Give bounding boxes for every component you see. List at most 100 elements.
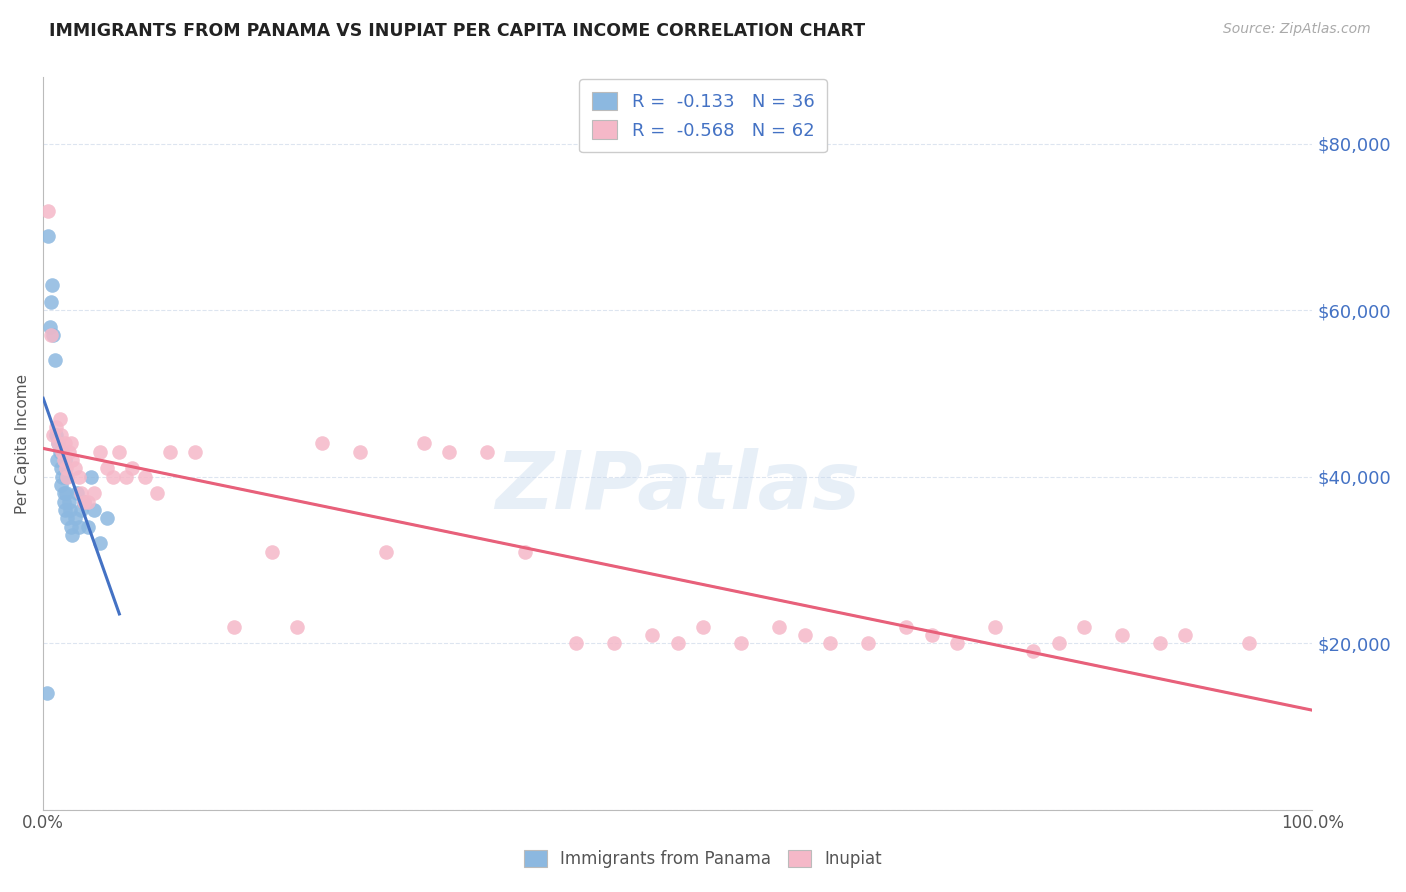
Point [35, 686, 58, 700]
Point [70, 486, 93, 500]
Point [603, 636, 626, 650]
Point [37, 203, 59, 218]
Point [49, 428, 72, 442]
Point [41, 278, 63, 293]
Point [53, 453, 76, 467]
Point [83, 503, 105, 517]
Legend: Immigrants from Panama, Inupiat: Immigrants from Panama, Inupiat [517, 843, 889, 875]
Point [53, 503, 76, 517]
Point [53, 436, 76, 450]
Point [565, 636, 588, 650]
Point [44, 353, 66, 368]
Point [45, 428, 67, 442]
Point [311, 436, 333, 450]
Point [515, 544, 537, 558]
Point [49, 478, 72, 492]
Point [42, 428, 65, 442]
Point [1022, 644, 1045, 658]
Point [58, 494, 80, 508]
Point [856, 636, 879, 650]
Point [51, 469, 73, 483]
Text: Source: ZipAtlas.com: Source: ZipAtlas.com [1223, 22, 1371, 37]
Point [768, 619, 790, 633]
Point [108, 445, 131, 459]
Point [477, 445, 499, 459]
Y-axis label: Per Capita Income: Per Capita Income [15, 374, 30, 514]
Legend: R =  -0.133   N = 36, R =  -0.568   N = 62: R = -0.133 N = 36, R = -0.568 N = 62 [579, 79, 827, 153]
Point [793, 628, 815, 642]
Point [641, 628, 664, 642]
Point [56, 511, 79, 525]
Point [1047, 636, 1070, 650]
Point [1237, 636, 1260, 650]
Point [48, 436, 70, 450]
Point [285, 619, 308, 633]
Point [55, 461, 77, 475]
Point [896, 619, 918, 633]
Point [63, 461, 86, 475]
Point [1073, 619, 1095, 633]
Point [439, 445, 461, 459]
Point [51, 445, 73, 459]
Point [60, 453, 83, 467]
Point [349, 445, 371, 459]
Point [48, 411, 70, 425]
Point [146, 486, 169, 500]
Point [121, 461, 143, 475]
Point [80, 469, 103, 483]
Point [67, 469, 90, 483]
Point [96, 461, 118, 475]
Point [67, 519, 90, 533]
Point [73, 494, 96, 508]
Point [52, 453, 75, 467]
Point [89, 536, 111, 550]
Point [55, 469, 77, 483]
Point [42, 328, 65, 343]
Point [52, 486, 75, 500]
Point [134, 469, 156, 483]
Point [46, 453, 69, 467]
Point [55, 486, 77, 500]
Point [413, 436, 436, 450]
Point [37, 228, 59, 243]
Point [56, 469, 79, 483]
Point [946, 636, 969, 650]
Point [984, 619, 1007, 633]
Point [83, 486, 105, 500]
Text: IMMIGRANTS FROM PANAMA VS INUPIAT PER CAPITA INCOME CORRELATION CHART: IMMIGRANTS FROM PANAMA VS INUPIAT PER CA… [49, 22, 865, 40]
Point [89, 445, 111, 459]
Point [45, 420, 67, 434]
Text: ZIPatlas: ZIPatlas [495, 449, 860, 526]
Point [374, 544, 396, 558]
Point [76, 494, 98, 508]
Point [60, 519, 83, 533]
Point [48, 445, 70, 459]
Point [73, 494, 96, 508]
Point [101, 469, 124, 483]
Point [58, 445, 80, 459]
Point [48, 436, 70, 450]
Point [60, 436, 83, 450]
Point [70, 503, 93, 517]
Point [96, 511, 118, 525]
Point [39, 295, 62, 310]
Point [49, 461, 72, 475]
Point [260, 544, 283, 558]
Point [666, 636, 689, 650]
Point [730, 636, 752, 650]
Point [60, 528, 83, 542]
Point [1111, 628, 1133, 642]
Point [51, 445, 73, 459]
Point [222, 619, 245, 633]
Point [159, 445, 181, 459]
Point [76, 519, 98, 533]
Point [114, 469, 136, 483]
Point [184, 445, 207, 459]
Point [921, 628, 943, 642]
Point [38, 320, 60, 334]
Point [818, 636, 841, 650]
Point [59, 503, 82, 517]
Point [39, 328, 62, 343]
Point [63, 511, 86, 525]
Point [52, 494, 75, 508]
